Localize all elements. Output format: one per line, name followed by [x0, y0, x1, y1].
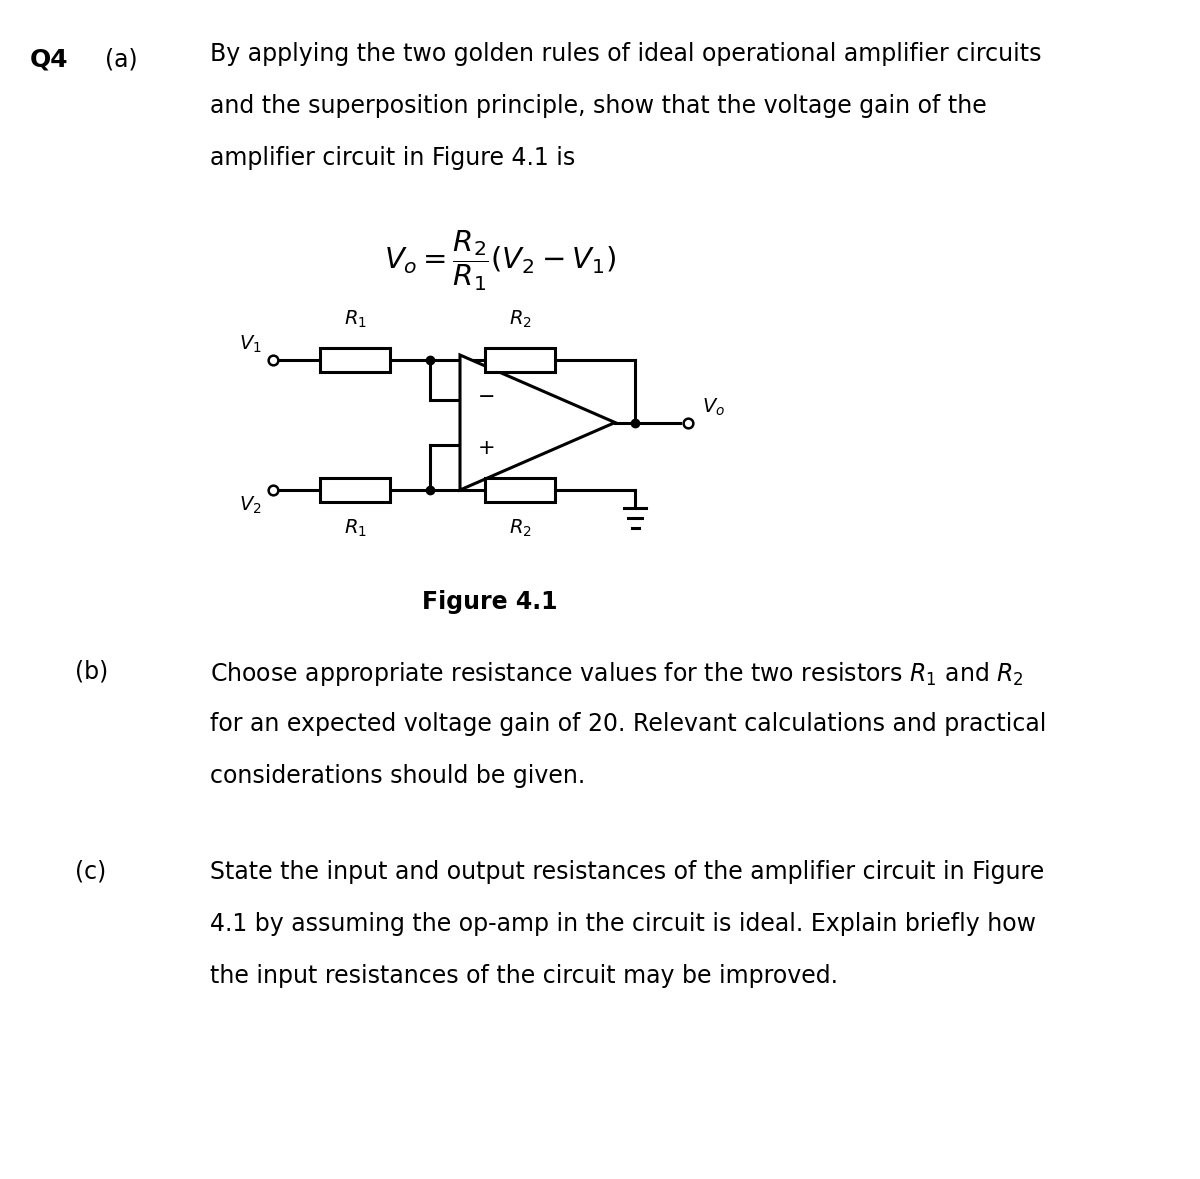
Bar: [320, 348, 390, 373]
Text: $R_2$: $R_2$: [509, 309, 532, 330]
Text: $R_2$: $R_2$: [509, 518, 532, 539]
Text: $V_o = \dfrac{R_2}{R_1}(V_2 - V_1)$: $V_o = \dfrac{R_2}{R_1}(V_2 - V_1)$: [384, 228, 616, 292]
Polygon shape: [460, 355, 616, 490]
Bar: [485, 477, 554, 502]
Text: $R_1$: $R_1$: [343, 309, 366, 330]
Bar: [320, 477, 390, 502]
Text: $V_o$: $V_o$: [702, 396, 725, 417]
Text: Q4: Q4: [30, 48, 68, 72]
Text: $V_1$: $V_1$: [239, 334, 262, 355]
Text: By applying the two golden rules of ideal operational amplifier circuits: By applying the two golden rules of idea…: [210, 42, 1042, 66]
Text: considerations should be given.: considerations should be given.: [210, 764, 586, 788]
Text: $R_1$: $R_1$: [343, 518, 366, 539]
Text: +: +: [478, 439, 496, 457]
Text: 4.1 by assuming the op-amp in the circuit is ideal. Explain briefly how: 4.1 by assuming the op-amp in the circui…: [210, 913, 1036, 936]
Text: (c): (c): [74, 859, 107, 884]
Text: Figure 4.1: Figure 4.1: [422, 590, 558, 614]
Text: for an expected voltage gain of 20. Relevant calculations and practical: for an expected voltage gain of 20. Rele…: [210, 712, 1046, 736]
Text: amplifier circuit in Figure 4.1 is: amplifier circuit in Figure 4.1 is: [210, 146, 575, 170]
Text: (b): (b): [74, 660, 108, 684]
Text: −: −: [478, 387, 496, 407]
Text: (a): (a): [106, 48, 138, 72]
Text: Choose appropriate resistance values for the two resistors $R_1$ and $R_2$: Choose appropriate resistance values for…: [210, 660, 1024, 689]
Text: the input resistances of the circuit may be improved.: the input resistances of the circuit may…: [210, 964, 838, 988]
Text: and the superposition principle, show that the voltage gain of the: and the superposition principle, show th…: [210, 94, 986, 118]
Bar: [485, 348, 554, 373]
Text: State the input and output resistances of the amplifier circuit in Figure: State the input and output resistances o…: [210, 859, 1044, 884]
Text: $V_2$: $V_2$: [240, 495, 262, 516]
